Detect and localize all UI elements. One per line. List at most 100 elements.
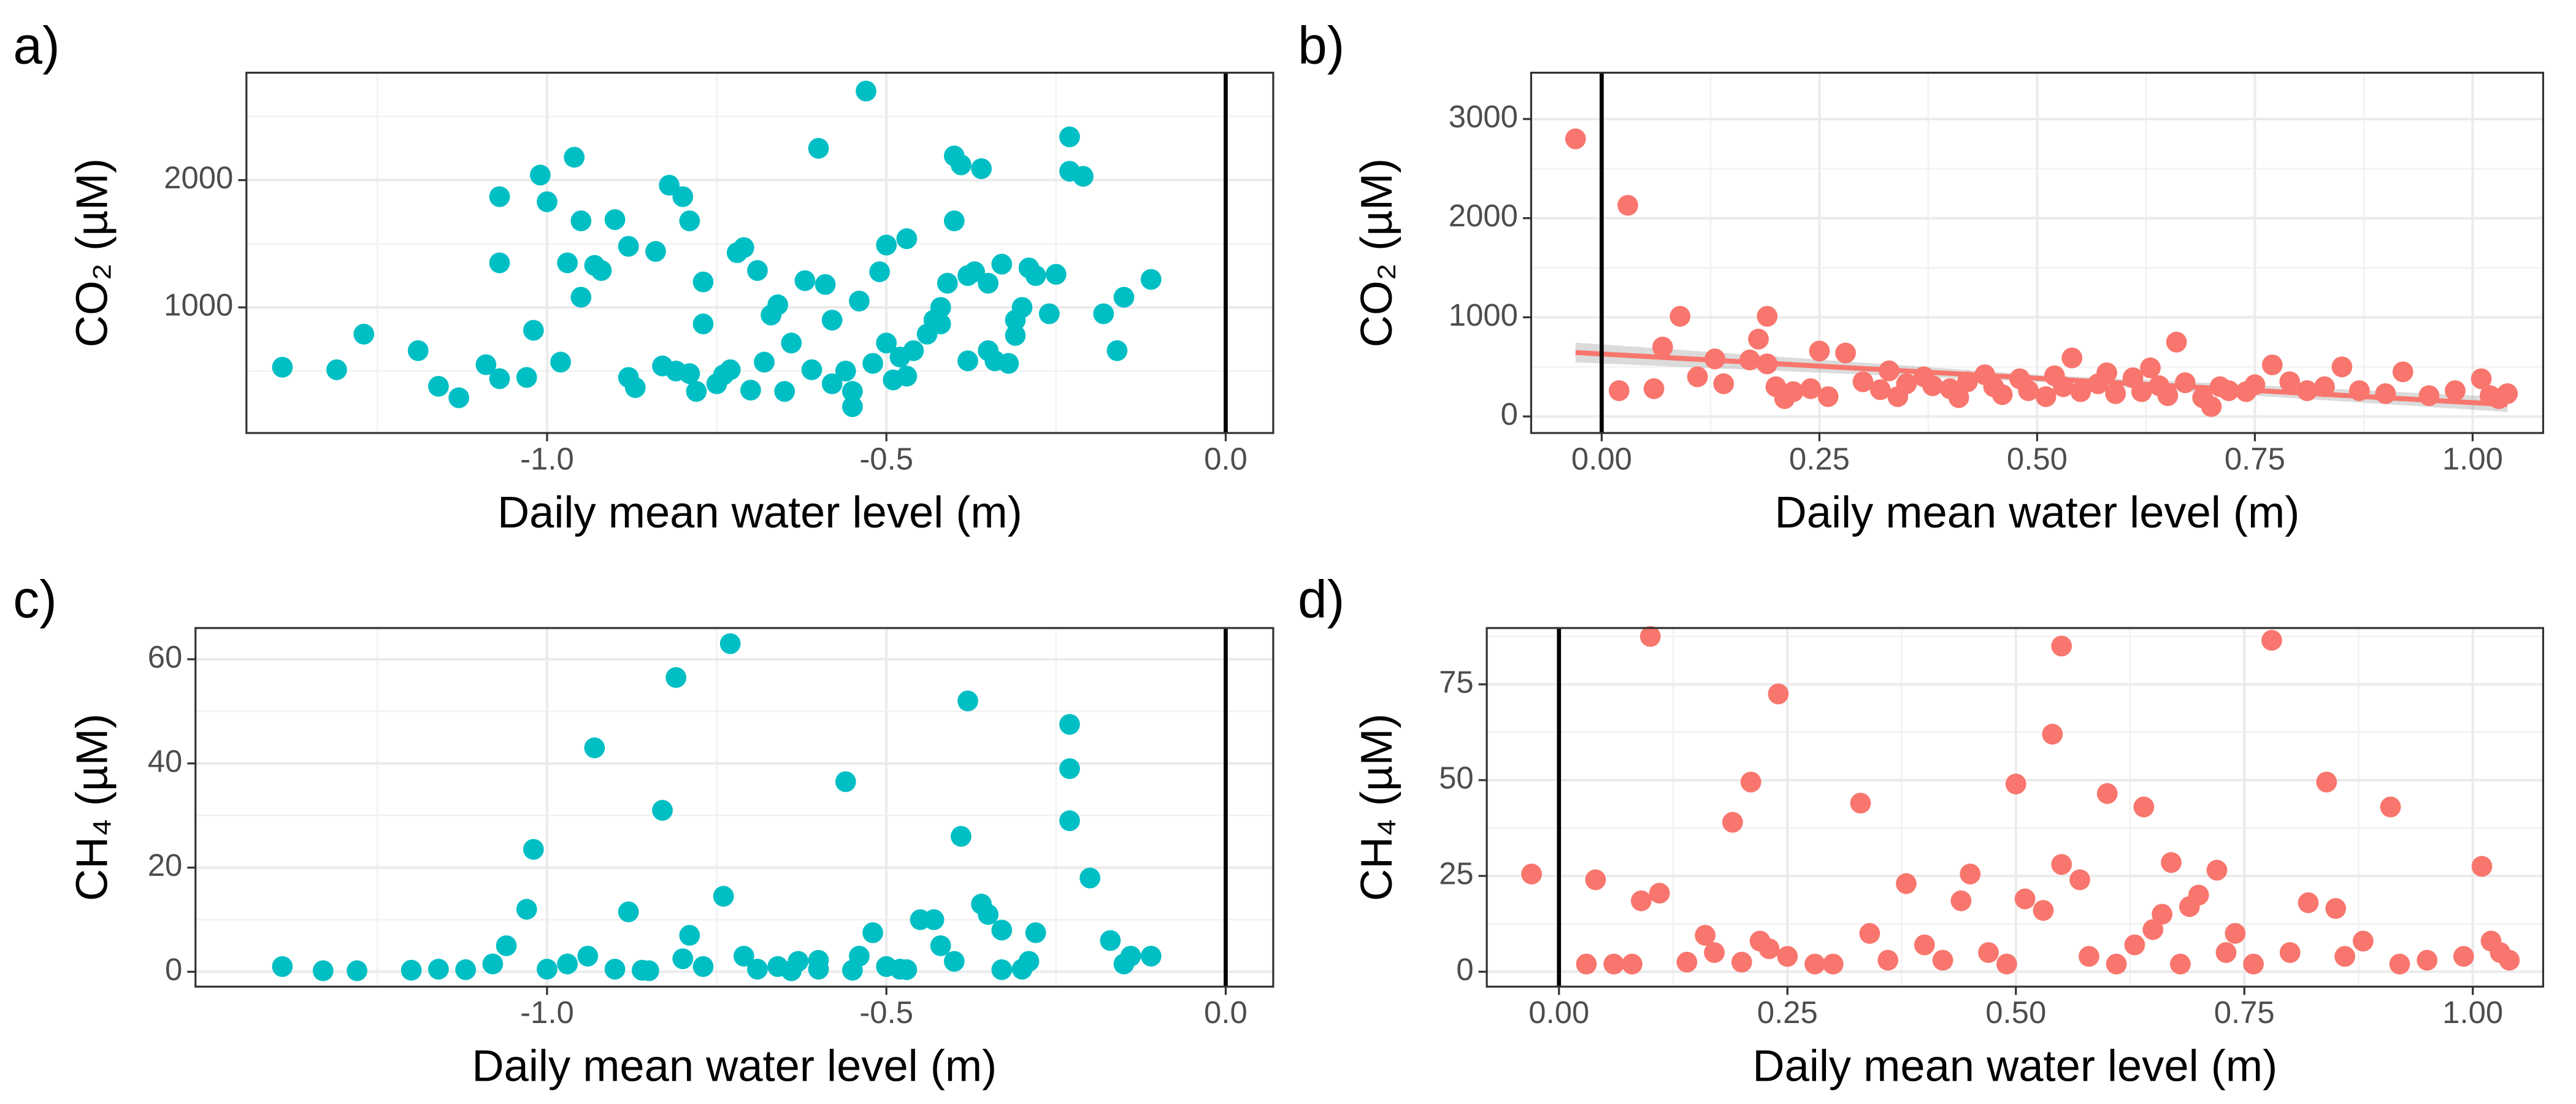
point (2051, 854, 2072, 875)
point (923, 909, 945, 930)
point (1835, 342, 1856, 364)
x-tick-label: -1.0 (520, 995, 574, 1030)
point (2218, 380, 2239, 401)
point (2334, 946, 2355, 967)
x-tick-label: 1.00 (2442, 441, 2503, 476)
point (754, 351, 775, 373)
point (951, 154, 972, 175)
axis-title-y: CO₂ (µM) (1352, 158, 1401, 347)
point (2035, 386, 2057, 407)
point (679, 210, 700, 232)
y-tick-label: 25 (1439, 856, 1474, 891)
point (862, 353, 883, 374)
point (841, 381, 863, 402)
point (1768, 683, 1789, 705)
point (733, 237, 754, 258)
point (2018, 380, 2039, 401)
point (570, 210, 592, 232)
point (2380, 796, 2401, 818)
point (1669, 305, 1691, 327)
point (2188, 884, 2209, 906)
point (2096, 783, 2118, 804)
point (489, 186, 510, 207)
point (2471, 856, 2493, 877)
y-tick-label: 0 (1501, 396, 1518, 431)
point (2170, 953, 2191, 975)
x-tick-label: -1.0 (520, 441, 574, 476)
point (1896, 373, 1917, 394)
point (604, 209, 626, 230)
point (1113, 286, 1135, 308)
point (1639, 626, 1661, 647)
point (1914, 934, 1935, 956)
point (1850, 792, 1871, 814)
x-tick-label: 0.25 (1757, 995, 1818, 1030)
point (1140, 945, 1162, 967)
point (991, 919, 1013, 941)
point (604, 959, 626, 980)
point (713, 886, 734, 907)
point (570, 286, 592, 308)
y-tick-label: 50 (1439, 760, 1474, 795)
x-tick-label: 0.50 (1985, 995, 2046, 1030)
point (1005, 324, 1026, 346)
point (1603, 953, 1625, 975)
panel-label: d) (1298, 570, 1344, 629)
point (523, 320, 544, 341)
point (2174, 372, 2196, 394)
point (1859, 922, 1880, 944)
point (2389, 953, 2410, 975)
point (1011, 297, 1033, 318)
point (781, 960, 802, 981)
y-tick-label: 40 (148, 743, 183, 778)
point (428, 375, 449, 397)
point (672, 186, 694, 207)
point (2005, 773, 2026, 795)
point (1869, 379, 1891, 401)
point (1731, 951, 1752, 973)
point (1722, 811, 1743, 833)
y-tick-label: 2000 (164, 160, 233, 195)
point (821, 309, 843, 331)
x-tick-label: 0.75 (2225, 441, 2285, 476)
point (876, 234, 897, 256)
point (856, 80, 876, 102)
point (2061, 347, 2083, 369)
point (740, 380, 761, 401)
x-tick-label: 0.75 (2214, 995, 2275, 1030)
point (1782, 381, 1804, 402)
point (862, 922, 883, 943)
x-tick-label: -0.5 (859, 995, 913, 1030)
point (448, 387, 469, 408)
point (347, 960, 367, 981)
point (964, 261, 985, 283)
point (2497, 383, 2518, 404)
point (808, 137, 829, 159)
point (2316, 772, 2337, 793)
point (1038, 303, 1060, 324)
point (1608, 380, 1630, 401)
point (1991, 384, 2013, 405)
panel-label: a) (13, 16, 59, 75)
point (2206, 859, 2228, 881)
point (1757, 305, 1778, 327)
point (2069, 869, 2090, 891)
point (821, 373, 843, 394)
point (2445, 380, 2466, 401)
point (407, 340, 429, 361)
point (496, 935, 517, 956)
y-tick-label: 0 (1456, 952, 1473, 987)
point (692, 313, 714, 335)
point (1739, 349, 1760, 370)
panel-label: c) (13, 570, 56, 629)
point (550, 351, 571, 373)
point (841, 396, 863, 418)
point (896, 366, 918, 387)
plot-border (1485, 627, 2545, 988)
point (2042, 724, 2063, 745)
axis-title-y: CO₂ (µM) (67, 158, 117, 347)
point (2298, 892, 2319, 913)
point (1896, 873, 1917, 894)
point (1817, 386, 1839, 407)
